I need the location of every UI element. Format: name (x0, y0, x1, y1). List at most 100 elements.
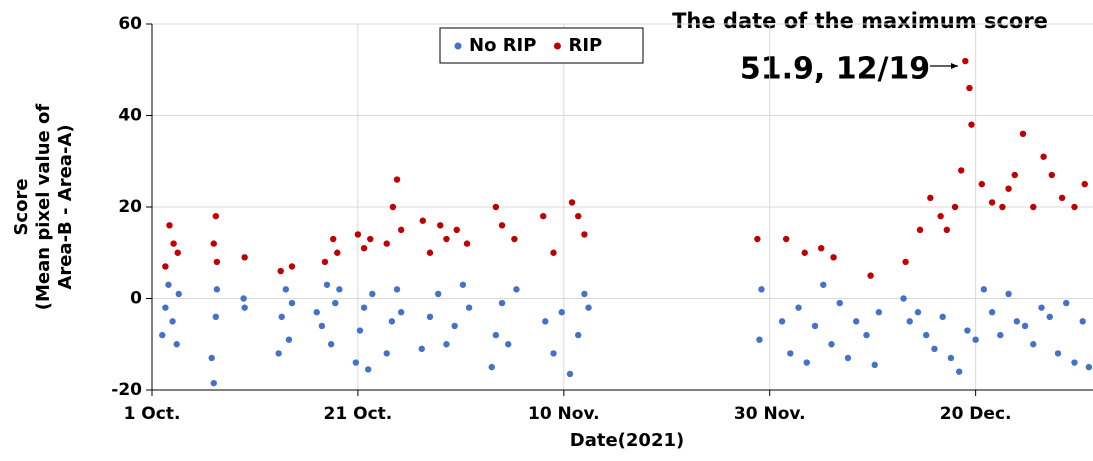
point (980, 286, 988, 293)
point (318, 322, 326, 330)
y-axis-label-line: (Mean pixel value of (33, 104, 54, 311)
point (754, 235, 761, 243)
point (453, 226, 460, 234)
point (1058, 194, 1066, 202)
point (488, 363, 495, 371)
point (419, 217, 426, 224)
point (175, 290, 182, 298)
point (830, 254, 837, 261)
point (568, 199, 576, 206)
y-axis-label-line: Score (11, 178, 32, 235)
point (937, 212, 944, 220)
point (803, 359, 810, 366)
point (492, 203, 500, 211)
point (278, 313, 285, 320)
point (437, 222, 444, 229)
point (498, 222, 506, 229)
point (955, 368, 963, 375)
point (820, 281, 827, 288)
legend: No RIP RIP (439, 27, 644, 64)
point (352, 359, 360, 366)
point (393, 176, 401, 183)
point (782, 235, 790, 243)
point (581, 231, 588, 238)
point (383, 350, 390, 357)
point (900, 295, 907, 302)
point (165, 281, 172, 288)
point (1048, 171, 1056, 179)
point (288, 299, 296, 307)
point (1030, 341, 1037, 348)
point (978, 180, 986, 188)
y-tick-label: 60 (118, 14, 142, 34)
point (988, 199, 996, 206)
point (962, 57, 969, 65)
point (1013, 318, 1021, 325)
point (1071, 203, 1078, 211)
point (397, 309, 405, 316)
point (162, 263, 169, 270)
point (1019, 130, 1027, 137)
y-tick-label: 0 (130, 289, 142, 309)
point (313, 309, 320, 316)
y-tick-label: -20 (111, 380, 142, 400)
point (388, 318, 396, 325)
point (505, 341, 512, 348)
point (393, 286, 401, 293)
point (426, 249, 434, 256)
point (327, 341, 335, 348)
point (213, 286, 221, 293)
point (923, 331, 930, 339)
point (756, 336, 763, 343)
point (964, 327, 971, 334)
point (575, 331, 582, 339)
point (939, 313, 946, 320)
point (875, 309, 883, 316)
point (1040, 153, 1047, 160)
point (916, 226, 924, 234)
point (418, 345, 425, 353)
point (463, 240, 471, 247)
point (369, 290, 376, 298)
point (170, 240, 177, 247)
point (288, 263, 296, 270)
point (383, 240, 390, 247)
point (210, 379, 217, 387)
point (212, 212, 220, 220)
point (451, 322, 458, 330)
annotation: The date of the maximum score (672, 9, 1048, 33)
point (443, 235, 450, 243)
point (871, 361, 878, 369)
point (540, 212, 547, 220)
y-tick-label: 40 (118, 106, 142, 126)
x-tick-label: 21 Oct. (324, 404, 393, 424)
point (968, 121, 975, 128)
point (173, 341, 180, 348)
point (397, 226, 405, 234)
point (336, 286, 343, 293)
point (213, 258, 221, 266)
point (1038, 304, 1045, 311)
x-tick-label: 30 Nov. (734, 404, 806, 424)
point (285, 336, 293, 343)
point (566, 370, 574, 378)
point (951, 203, 959, 211)
point (575, 212, 582, 220)
point (550, 350, 557, 357)
point (801, 249, 808, 256)
point (166, 222, 173, 229)
point (435, 290, 442, 298)
point (863, 331, 870, 339)
x-axis-label: Date(2021) (570, 430, 684, 451)
legend-marker (553, 42, 561, 50)
point (498, 299, 506, 307)
point (241, 304, 248, 311)
point (1054, 350, 1062, 357)
y-axis-label: Score (Mean pixel value of Area-B - Area… (11, 104, 76, 311)
point (542, 318, 549, 325)
point (1071, 359, 1078, 366)
point (758, 286, 765, 293)
point (240, 295, 247, 302)
point (426, 313, 434, 320)
